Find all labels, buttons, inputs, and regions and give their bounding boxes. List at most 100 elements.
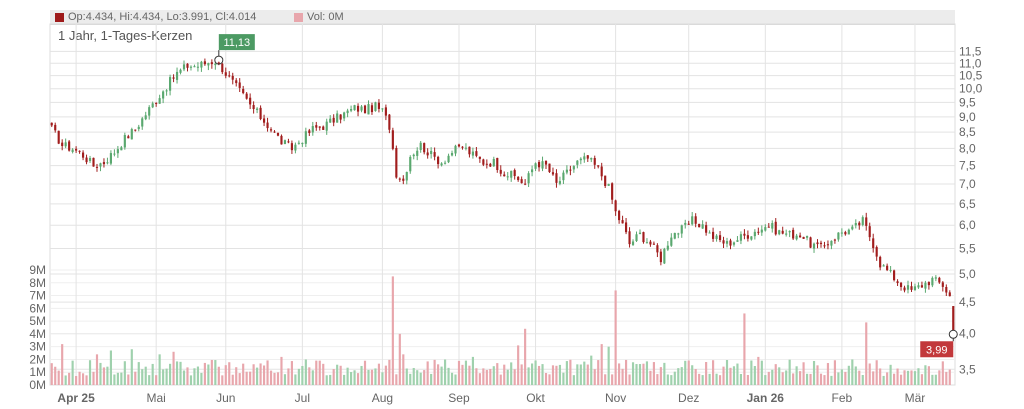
candle-body [882,265,885,267]
candle-body [652,243,655,245]
candle-body [677,233,680,235]
volume-bar [231,374,234,385]
volume-bar [482,368,485,385]
volume-bar [503,364,506,385]
candle-body [736,240,739,242]
candle-body [659,251,662,263]
candle-body [673,232,676,239]
price-tick-label: 3,5 [959,362,976,376]
candle-body [360,106,363,111]
volume-bar [301,366,304,385]
candle-body [590,157,593,160]
volume-bar [172,351,175,385]
candle-body [75,148,78,151]
candle-body [886,265,889,271]
candle-body [287,141,290,143]
candle-body [684,222,687,225]
volume-bar [865,322,868,385]
candle-body [207,63,210,66]
price-tick-label: 4,0 [959,327,976,341]
legend-ohlc: Op:4.434, Hi:4.434, Lo:3.991, Cl:4.014 [55,10,256,24]
candle-body [537,162,541,168]
candle-body [196,66,200,68]
candle-body [356,105,360,112]
volume-bar [778,367,781,385]
candle-body [440,163,443,166]
candle-body [64,142,67,147]
legend-volume: Vol: 0M [294,10,344,24]
volume-bar [805,373,809,385]
candle-body [753,231,756,237]
candle-body [262,118,266,123]
last-marker-circle [948,329,958,339]
volume-bar [464,360,468,385]
candle-body [423,143,426,153]
volume-tick-label: 2M [29,352,46,366]
candle-body [419,142,422,151]
volume-bar [708,373,711,385]
volume-bar [544,372,548,385]
candle-body [572,166,575,170]
candle-body [450,152,454,156]
high-marker-label: 11,13 [223,37,250,49]
candle-body [200,61,203,68]
volume-bar [767,371,770,385]
volume-bar [611,374,614,385]
volume-bar [677,368,680,385]
candle-body [670,237,673,246]
ohlc-swatch [55,12,64,22]
volume-swatch [294,12,303,22]
candle-body [388,114,391,130]
candle-body [555,173,558,183]
candle-body [725,241,729,244]
volume-bar [618,363,621,385]
candle-body [144,115,147,120]
volume-bar [332,369,335,385]
volume-bar [499,374,502,385]
volume-bar [576,364,579,385]
candle-body [95,166,99,168]
volume-bar [520,364,523,385]
candle-body [757,231,760,233]
volume-bar [423,370,426,385]
volume-bar [541,364,544,385]
candle-body [687,223,690,225]
volume-bar [64,375,67,385]
candle-body [189,66,193,68]
volume-bar [684,360,687,385]
volume-bar [262,365,266,385]
candle-body [569,169,572,171]
candle-body [868,226,871,238]
candle-body [217,62,220,64]
volume-bar [698,373,701,385]
candle-body [343,112,346,119]
volume-bar [402,354,405,385]
volume-bar [548,374,551,385]
volume-bar [412,367,415,385]
candle-body [889,270,892,272]
volume-bar [583,361,586,385]
volume-bar [579,364,582,385]
chart-title: 1 Jahr, 1-Tages-Kerzen [58,28,193,43]
volume-bar [50,363,53,385]
volume-bar [179,361,182,385]
candle-body [503,174,506,177]
volume-bar [395,374,398,385]
volume-bar [196,366,200,385]
volume-bar [572,375,575,385]
volume-bar [339,365,342,385]
volume-bar [405,368,408,385]
volume-bar [276,372,280,385]
volume-bar [141,369,144,385]
volume-bar [269,370,273,385]
volume-bar [565,361,568,385]
volume-bar [245,371,248,385]
volume-bar [701,375,704,385]
volume-bar [120,372,123,385]
volume-bar [628,374,631,385]
candle-body [799,235,802,238]
candle-body [701,224,704,229]
candle-body [461,146,464,148]
candle-body [788,231,791,233]
volume-bar [384,365,387,385]
